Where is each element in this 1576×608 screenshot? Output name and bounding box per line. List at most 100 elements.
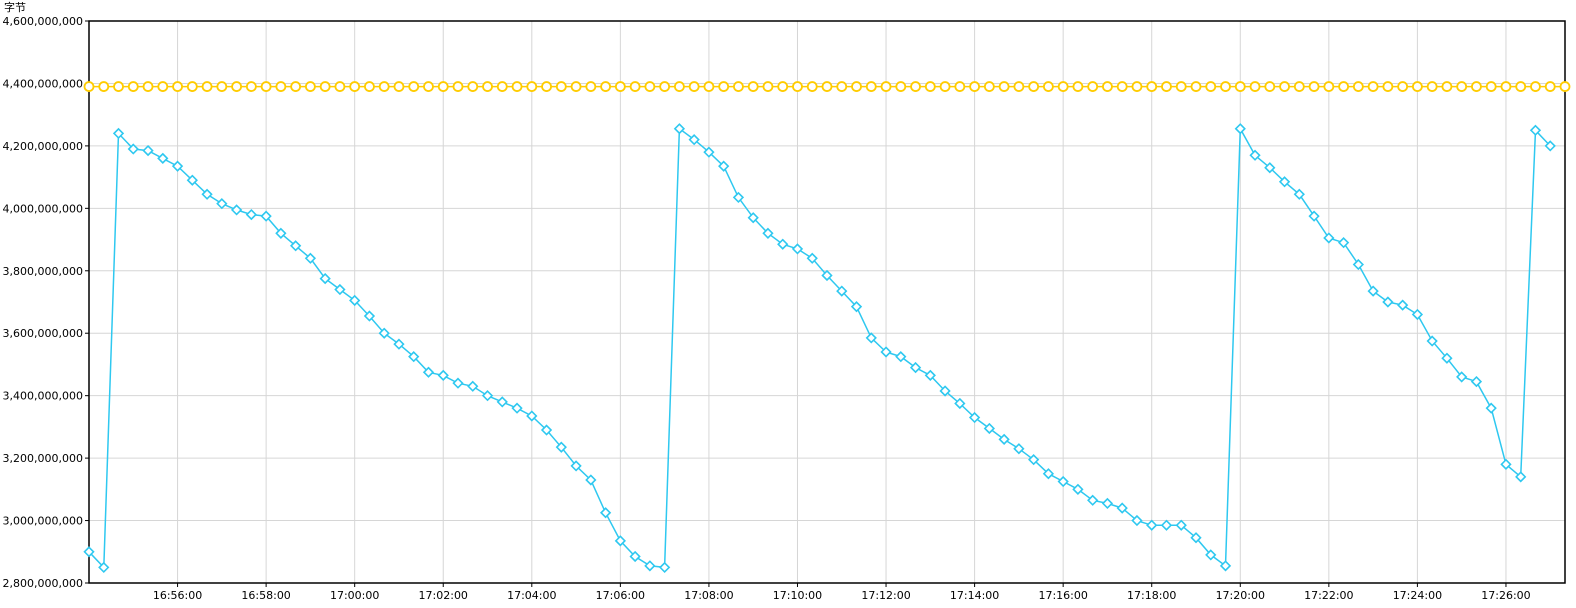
usage-point <box>1278 176 1291 188</box>
limit-point <box>880 81 892 92</box>
usage-point <box>290 240 302 252</box>
limit-point <box>954 81 966 92</box>
limit-point <box>792 81 803 92</box>
limit-point <box>762 81 774 92</box>
usage-point <box>540 424 553 436</box>
usage-point <box>142 144 154 157</box>
usage-point <box>1028 454 1040 466</box>
usage-point <box>924 369 936 382</box>
usage-point <box>718 160 730 172</box>
usage-point <box>1515 471 1527 483</box>
limit-point <box>1043 81 1054 92</box>
x-tick-label: 17:18:00 <box>1127 589 1176 602</box>
y-tick-label: 3,800,000,000 <box>3 265 83 278</box>
limit-point <box>1102 81 1113 92</box>
limit-point <box>1352 81 1364 92</box>
limit-point <box>1249 81 1261 92</box>
y-axis-unit-label: 字节 <box>4 1 26 14</box>
limit-point <box>555 81 567 92</box>
limit-point <box>467 81 479 92</box>
limit-point <box>895 81 907 92</box>
usage-point <box>1146 519 1158 531</box>
limit-point <box>349 81 361 92</box>
limit-point <box>127 81 139 92</box>
usage-point <box>319 272 331 285</box>
usage-point <box>629 550 641 563</box>
usage-point <box>836 285 848 297</box>
limit-point <box>939 81 951 92</box>
limit-point <box>275 81 287 92</box>
limit-point <box>186 81 198 92</box>
usage-point <box>452 377 464 389</box>
usage-point <box>585 474 597 486</box>
limit-point <box>1279 81 1290 92</box>
x-tick-label: 17:02:00 <box>419 589 468 602</box>
x-tick-label: 16:58:00 <box>241 589 290 602</box>
usage-point <box>1219 560 1232 572</box>
limit-point <box>378 81 390 92</box>
limit-point <box>1072 81 1084 92</box>
limit-point <box>969 81 980 92</box>
usage-point <box>954 397 966 410</box>
usage-point <box>1352 258 1364 271</box>
usage-point <box>496 396 508 408</box>
usage-point <box>968 411 981 424</box>
limit-point <box>216 81 228 92</box>
usage-point <box>1426 335 1438 347</box>
limit-point <box>1234 81 1246 92</box>
x-tick-label: 17:06:00 <box>596 589 645 602</box>
limit-point <box>290 81 302 92</box>
usage-point <box>850 301 863 313</box>
limit-point <box>1382 81 1394 92</box>
usage-point <box>1190 532 1202 544</box>
limit-point <box>1190 81 1202 92</box>
usage-point <box>1485 402 1497 414</box>
usage-point <box>747 212 759 224</box>
x-tick-label: 17:04:00 <box>507 589 556 602</box>
usage-point <box>1042 468 1055 480</box>
limit-point <box>1456 81 1468 92</box>
usage-point <box>1456 371 1468 383</box>
limit-point <box>245 81 257 92</box>
usage-point <box>245 208 257 221</box>
limit-point <box>674 81 685 92</box>
usage-point <box>1264 162 1276 174</box>
usage-point <box>526 410 538 422</box>
x-tick-label: 17:08:00 <box>684 589 733 602</box>
usage-point <box>393 338 405 350</box>
limit-point <box>393 81 405 92</box>
usage-point <box>895 351 907 363</box>
y-tick-label: 4,400,000,000 <box>3 77 83 90</box>
limit-point <box>1471 81 1482 92</box>
usage-point <box>614 535 626 547</box>
limit-point <box>865 81 877 92</box>
limit-point <box>910 81 921 92</box>
limit-point <box>304 81 316 92</box>
usage-point <box>599 507 612 519</box>
limit-point <box>659 81 671 92</box>
usage-point <box>363 310 376 322</box>
usage-point <box>216 198 228 210</box>
usage-point <box>83 546 95 558</box>
x-tick-label: 17:24:00 <box>1393 589 1442 602</box>
limit-point <box>688 81 700 92</box>
usage-point <box>349 294 361 307</box>
usage-point <box>659 561 671 574</box>
usage-point <box>791 243 804 255</box>
x-tick-label: 17:22:00 <box>1304 589 1353 602</box>
limit-point <box>836 81 848 92</box>
usage-point <box>777 238 789 250</box>
usage-point <box>998 433 1010 446</box>
limit-point <box>1559 81 1571 92</box>
limit-point <box>733 81 744 92</box>
limit-point <box>1308 81 1320 92</box>
limit-point <box>1323 81 1335 92</box>
usage-point <box>378 327 390 339</box>
limit-point <box>201 81 213 92</box>
limit-point <box>511 81 523 92</box>
limit-point <box>1146 81 1158 92</box>
limit-point <box>452 81 464 92</box>
limit-point <box>983 81 995 92</box>
limit-point <box>1161 81 1172 92</box>
